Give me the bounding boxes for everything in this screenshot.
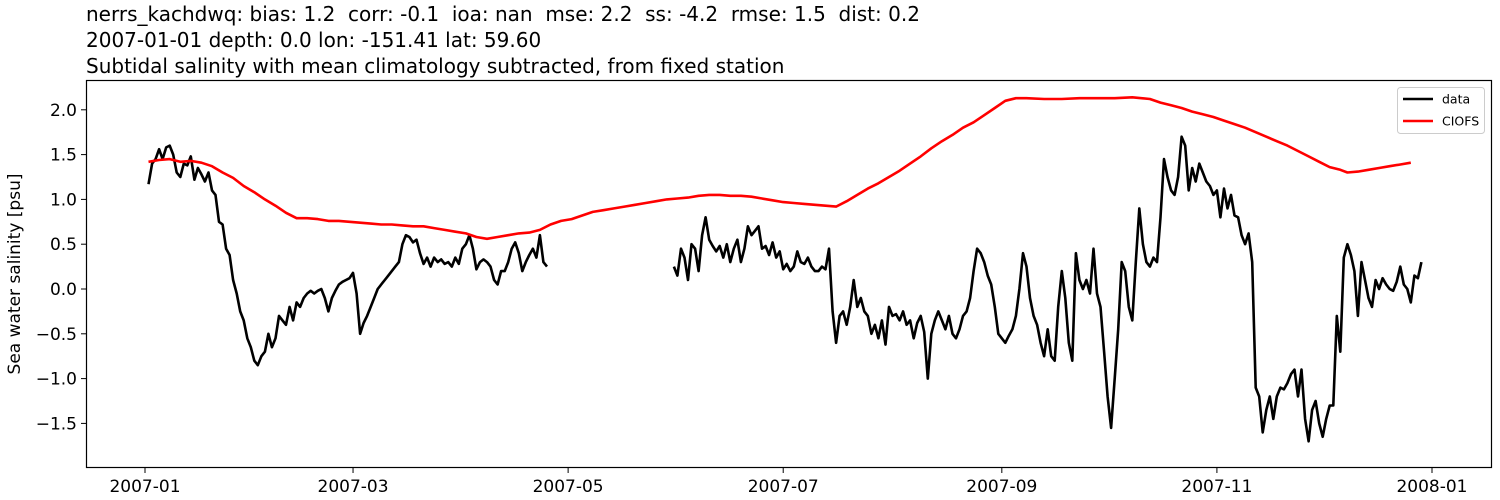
y-tick-label: −1.5 xyxy=(36,414,77,434)
axes-frame xyxy=(85,79,1493,469)
legend-label-data: data xyxy=(1442,92,1470,107)
chart-title-description: Subtidal salinity with mean climatology … xyxy=(86,54,785,78)
x-tick-label: 2007-09 xyxy=(966,477,1037,497)
x-tick-label: 2008-01 xyxy=(1396,477,1467,497)
legend-label-ciofs: CIOFS xyxy=(1442,114,1479,129)
series-line-data xyxy=(147,144,549,367)
y-axis: 2.0 1.5 1.0 0.5 0.0 −0.5 −1.0 −1.5 xyxy=(36,101,87,434)
chart-title-stats: nerrs_kachdwq: bias: 1.2 corr: -0.1 ioa:… xyxy=(86,2,920,26)
y-tick-label: 1.0 xyxy=(50,190,77,210)
y-tick-label: 1.5 xyxy=(50,146,77,166)
series-line-data xyxy=(672,135,1423,443)
x-tick-label: 2007-03 xyxy=(318,477,389,497)
series-line-ciofs xyxy=(148,96,1412,241)
y-tick-label: −0.5 xyxy=(36,325,77,345)
y-tick-label: 2.0 xyxy=(50,101,77,121)
y-axis-label: Sea water salinity [psu] xyxy=(5,174,25,375)
x-tick-label: 2007-07 xyxy=(748,477,819,497)
legend: data CIOFS xyxy=(1397,87,1485,134)
x-tick-label: 2007-01 xyxy=(109,477,180,497)
y-tick-label: 0.5 xyxy=(50,235,77,255)
chart-title-location: 2007-01-01 depth: 0.0 lon: -151.41 lat: … xyxy=(86,28,542,52)
plot-area xyxy=(147,96,1423,443)
x-axis: 2007-01 2007-03 2007-05 2007-07 2007-09 2007-… xyxy=(109,467,1468,497)
x-tick-label: 2007-11 xyxy=(1181,477,1252,497)
y-tick-label: −1.0 xyxy=(36,370,77,390)
y-tick-label: 0.0 xyxy=(50,280,77,300)
x-tick-label: 2007-05 xyxy=(533,477,604,497)
